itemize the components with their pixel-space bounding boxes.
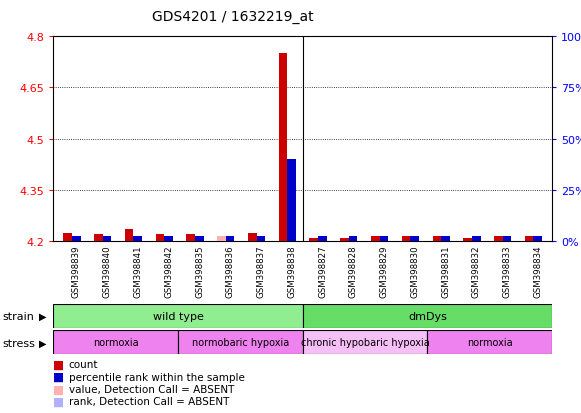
Bar [303,304,552,328]
Text: GSM398830: GSM398830 [410,244,419,297]
Text: GDS4201 / 1632219_at: GDS4201 / 1632219_at [152,10,313,24]
Bar [217,237,226,242]
Bar [525,237,533,242]
Bar [349,237,357,242]
Text: GSM398832: GSM398832 [472,244,481,297]
Text: percentile rank within the sample: percentile rank within the sample [69,372,245,382]
Bar [463,238,472,242]
Bar [288,160,296,242]
Bar [310,238,318,242]
Bar [433,237,441,242]
Bar [303,330,427,354]
Text: ■: ■ [53,358,64,371]
Bar [402,237,410,242]
Text: GSM398833: GSM398833 [503,244,512,297]
Bar [226,237,234,242]
Bar [340,238,349,242]
Text: GSM398828: GSM398828 [349,244,358,297]
Bar [103,237,112,242]
Text: ■: ■ [53,395,64,408]
Bar [503,237,511,242]
Bar [94,235,103,242]
Bar [125,230,134,242]
Text: ■: ■ [53,382,64,396]
Bar [195,237,203,242]
Text: chronic hypobaric hypoxia: chronic hypobaric hypoxia [300,337,429,347]
Text: rank, Detection Call = ABSENT: rank, Detection Call = ABSENT [69,396,229,406]
Bar [63,233,72,242]
Bar [427,330,552,354]
Text: strain: strain [3,311,35,321]
Text: GSM398827: GSM398827 [318,244,327,297]
Text: normoxia: normoxia [467,337,512,347]
Text: GSM398841: GSM398841 [134,244,142,297]
Bar [494,237,503,242]
Bar [410,237,419,242]
Text: GSM398837: GSM398837 [257,244,266,297]
Text: ▶: ▶ [39,311,46,321]
Bar [279,54,288,242]
Text: ▶: ▶ [39,338,46,348]
Bar [72,237,81,242]
Text: GSM398829: GSM398829 [379,244,389,297]
Text: GSM398840: GSM398840 [103,244,112,297]
Text: GSM398842: GSM398842 [164,244,173,297]
Text: dmDys: dmDys [408,311,447,321]
Text: GSM398835: GSM398835 [195,244,204,297]
Bar [318,237,327,242]
Bar [187,235,195,242]
Bar [371,237,379,242]
Bar [164,237,173,242]
Text: wild type: wild type [153,311,203,321]
Text: ■: ■ [53,370,64,383]
Text: GSM398834: GSM398834 [533,244,543,297]
Text: GSM398839: GSM398839 [72,244,81,297]
Bar [472,237,480,242]
Bar [533,237,542,242]
Bar [53,330,178,354]
Text: stress: stress [3,338,36,348]
Text: GSM398838: GSM398838 [288,244,296,297]
Text: GSM398831: GSM398831 [441,244,450,297]
Bar [257,237,265,242]
Text: normobaric hypoxia: normobaric hypoxia [192,337,289,347]
Text: GSM398836: GSM398836 [226,244,235,297]
Bar [441,237,450,242]
Bar [248,233,257,242]
Text: normoxia: normoxia [93,337,139,347]
Text: count: count [69,359,98,369]
Bar [379,237,388,242]
Bar [156,235,164,242]
Bar [134,237,142,242]
Bar [178,330,303,354]
Bar [53,304,303,328]
Text: value, Detection Call = ABSENT: value, Detection Call = ABSENT [69,384,234,394]
